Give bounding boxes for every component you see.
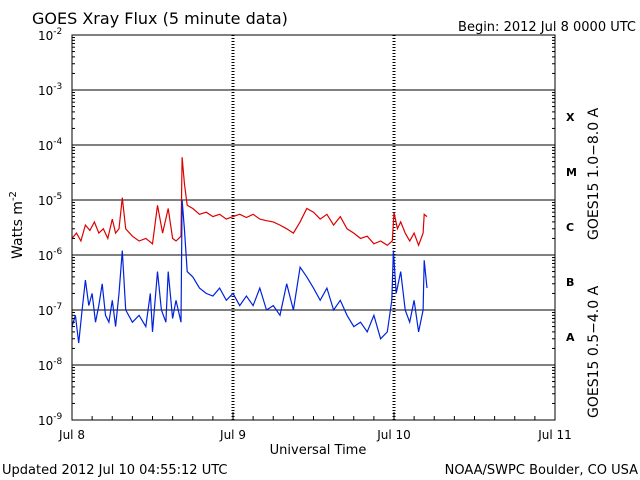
y-tick-exponent: -2 [53, 27, 62, 37]
grid-lines [72, 89, 555, 366]
series-line-short [71, 199, 428, 344]
y-tick-exponent: -5 [53, 192, 62, 202]
x-tick-label: Jul 11 [537, 428, 572, 442]
flare-class-label: B [566, 276, 574, 289]
y-tick-label: 10-4 [38, 137, 63, 153]
flare-class-label: C [566, 221, 574, 234]
x-axis-ticks: Jul 8 Jul 9 Jul 10 Jul 11 [58, 412, 572, 442]
flare-class-label: X [566, 111, 575, 124]
y-tick-base: 10 [38, 359, 53, 373]
y-tick-exponent: -7 [53, 302, 62, 312]
y-tick-exponent: -6 [53, 247, 62, 257]
day-dividers [231, 35, 396, 420]
y-axis-ticks: 10-910-810-710-610-510-410-310-2 [38, 27, 555, 428]
plot-frame [71, 34, 556, 421]
flare-class-labels: A B C M X [566, 111, 577, 344]
y-tick-label: 10-5 [38, 192, 62, 208]
y-tick-base: 10 [38, 29, 53, 43]
credit-label: NOAA/SWPC Boulder, CO USA [445, 463, 638, 478]
begin-label: Begin: 2012 Jul 8 0000 UTC [458, 20, 636, 35]
y-tick-exponent: -4 [53, 137, 62, 147]
y-tick-label: 10-6 [38, 247, 63, 263]
y-tick-label: 10-3 [38, 82, 62, 98]
y-tick-exponent: -3 [53, 82, 62, 92]
y-axis-label-exponent: -2 [8, 191, 19, 201]
y-tick-base: 10 [38, 249, 53, 263]
y-axis-label-text: Watts m [10, 201, 26, 259]
x-tick-label: Jul 9 [219, 428, 246, 442]
y-tick-base: 10 [38, 194, 53, 208]
y-tick-exponent: -9 [53, 412, 62, 422]
series-line-long [71, 157, 428, 248]
y-tick-label: 10-8 [38, 357, 63, 373]
y-tick-label: 10-9 [38, 412, 63, 428]
chart-title: GOES Xray Flux (5 minute data) [32, 9, 288, 28]
y-tick-base: 10 [38, 414, 53, 428]
x-tick-label: Jul 8 [58, 428, 85, 442]
series-lines [71, 157, 428, 344]
y-tick-exponent: -8 [53, 357, 62, 367]
updated-timestamp: Updated 2012 Jul 10 04:55:12 UTC [2, 463, 227, 478]
y-axis-label: Watts m-2 [8, 191, 26, 259]
y-tick-label: 10-2 [38, 27, 62, 43]
flare-class-label: A [566, 331, 575, 344]
x-axis-label: Universal Time [270, 443, 367, 458]
flare-class-label: M [566, 166, 577, 179]
y-tick-label: 10-7 [38, 302, 62, 318]
x-tick-label: Jul 10 [376, 428, 411, 442]
y-tick-base: 10 [38, 139, 53, 153]
y-tick-base: 10 [38, 304, 53, 318]
y-tick-base: 10 [38, 84, 53, 98]
legend-blue-series: GOES15 0.5−4.0 A [586, 285, 602, 418]
legend-red-series: GOES15 1.0−8.0 A [586, 107, 602, 240]
